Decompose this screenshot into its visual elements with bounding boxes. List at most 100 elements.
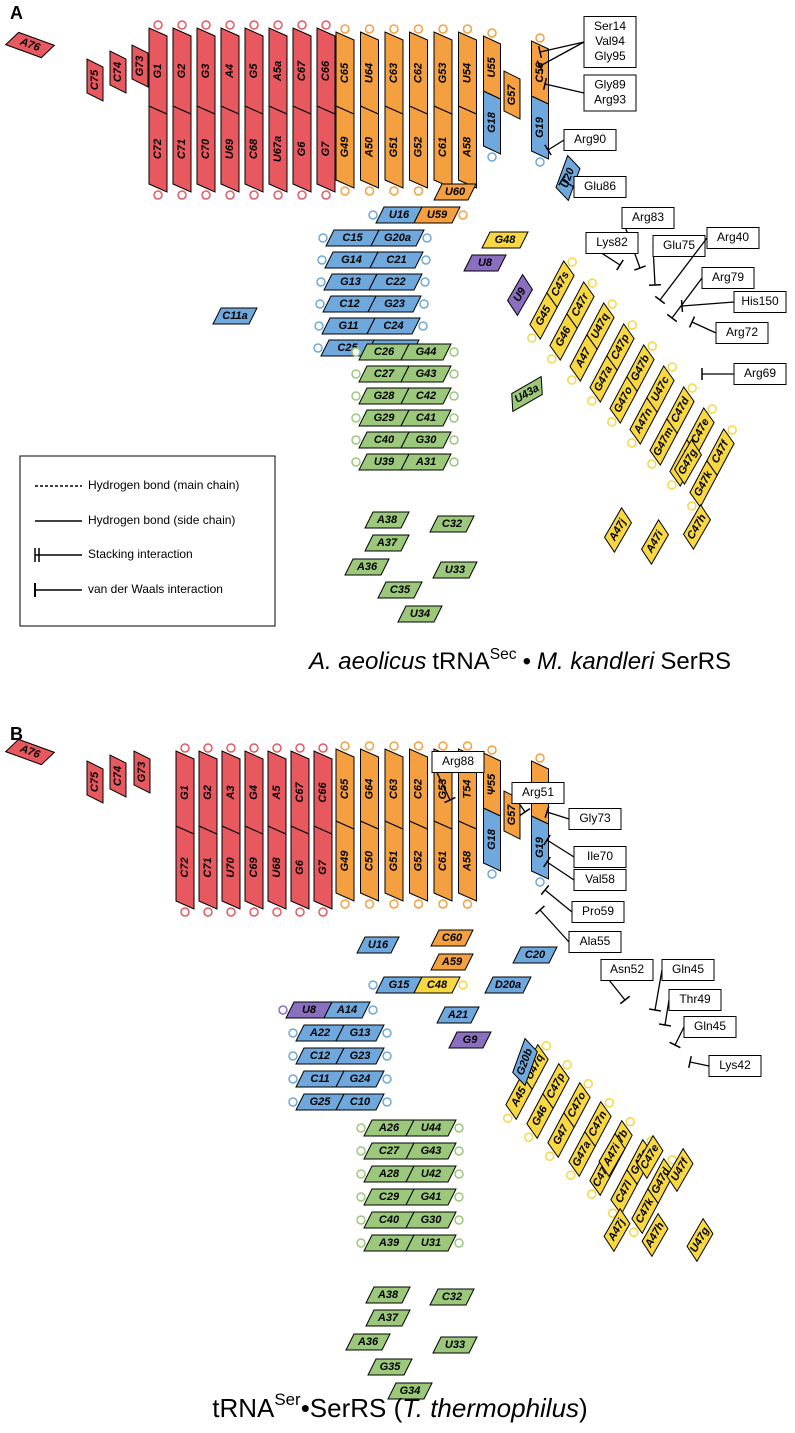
base-pair: U69 A4 — [220, 20, 240, 200]
nucleotide-label: G53 — [437, 779, 449, 800]
base-pair: C12 G23 — [288, 1047, 392, 1065]
nucleotide — [384, 748, 404, 830]
base-pair: C11 G24 — [288, 1070, 392, 1088]
phosphate — [295, 743, 305, 753]
residue-box — [661, 959, 715, 981]
base-pair: A58 U54 — [458, 24, 477, 196]
nucleotide-label: C24 — [383, 320, 403, 332]
interaction-line — [546, 811, 570, 820]
base-pair: G6 C67 — [292, 20, 312, 200]
nucleotide: U33 — [432, 1336, 478, 1354]
nucleotide-shape — [365, 1309, 411, 1327]
nucleotide — [405, 1188, 457, 1206]
phosphate — [462, 24, 473, 34]
nucleotide-label: A50 — [363, 136, 375, 158]
phosphate — [541, 1041, 551, 1051]
residue-label: Ile70 — [587, 849, 613, 863]
base-pair: C15 G20a — [318, 229, 432, 247]
nucleotide-shape — [86, 58, 104, 102]
nucleotide — [405, 1142, 457, 1160]
nucleotide-label: G49 — [339, 136, 351, 158]
panel-label: B — [10, 724, 23, 744]
phosphate — [458, 210, 468, 220]
nucleotide-label: A28 — [378, 1168, 400, 1180]
nucleotide — [563, 1081, 591, 1129]
phosphate — [527, 333, 537, 343]
caption: A. aeolicus tRNASec • M. kandleri SerRS — [307, 646, 731, 676]
nucleotide — [400, 453, 452, 471]
nucleotide — [268, 27, 288, 115]
nucleotide — [542, 1062, 570, 1110]
nucleotide-label: C68 — [248, 138, 260, 159]
nucleotide — [335, 748, 355, 830]
nucleotide-label: A14 — [336, 1004, 357, 1016]
base-pair: C29 G41 — [356, 1188, 464, 1206]
base-pair: A39 U31 — [356, 1234, 464, 1252]
nucleotide-label: U67a — [272, 136, 284, 162]
phosphate — [567, 375, 577, 385]
nucleotide — [384, 31, 404, 115]
nucleotide — [586, 301, 615, 351]
nucleotide: A76 — [4, 31, 56, 59]
residue-label: Arg51 — [522, 785, 554, 799]
base-pair: A58 T54 — [458, 741, 477, 909]
residue-label: Lys82 — [596, 235, 628, 249]
interaction-end — [616, 259, 624, 271]
phosphate — [317, 255, 327, 265]
caption-part: •SerRS ( — [301, 1393, 403, 1423]
phosphate — [273, 20, 283, 30]
nucleotide: U34 — [397, 605, 443, 623]
nucleotide — [175, 750, 195, 835]
phosphate — [487, 28, 497, 38]
base-pair: G6 C67 — [290, 743, 310, 917]
base-pair: G14 C21 — [317, 251, 431, 269]
nucleotide-label: C32 — [442, 518, 462, 530]
nucleotide-label: G57 — [506, 84, 518, 106]
phosphate — [364, 186, 375, 196]
nucleotide: C47h — [682, 503, 712, 551]
nucleotide: A47j — [603, 1207, 631, 1253]
base-pair: U39 A31 — [351, 453, 459, 471]
caption-part: M. kandleri — [537, 648, 655, 675]
nucleotide: A21 — [436, 1006, 480, 1024]
nucleotide-shape — [436, 1006, 480, 1024]
base-pair: U8 A14 — [278, 1001, 378, 1019]
nucleotide-label: C15 — [342, 232, 363, 244]
residue-label: Arg93 — [594, 93, 626, 107]
phosphate — [420, 277, 430, 287]
phosphate — [321, 190, 331, 200]
nucleotide: C32 — [429, 515, 475, 533]
residue-label: Gly73 — [579, 811, 611, 825]
interaction-end — [540, 884, 550, 896]
phosphate — [438, 741, 448, 751]
interaction-end — [666, 313, 678, 323]
residue-box — [600, 959, 654, 981]
base-pair: A26 U44 — [356, 1119, 464, 1137]
nucleotide-label: C12 — [310, 1050, 330, 1062]
nucleotide-label: C21 — [386, 254, 406, 266]
nucleotide: C74 — [109, 754, 127, 798]
nucleotide-label: G44 — [416, 346, 437, 358]
residue-label: Arg88 — [442, 754, 474, 768]
nucleotide-label: A38 — [376, 514, 398, 526]
nucleotide — [413, 976, 461, 994]
phosphate — [288, 1074, 298, 1084]
nucleotide-label: G41 — [421, 1191, 442, 1203]
residue-box — [701, 267, 755, 289]
base-pair: U16 U59 — [368, 206, 468, 224]
nucleotide-label: C12 — [339, 298, 359, 310]
nucleotide-label: G51 — [388, 137, 400, 158]
phosphate — [364, 741, 375, 751]
nucleotide-label: G13 — [340, 276, 361, 288]
nucleotide-shape — [682, 503, 712, 551]
nucleotide-shape — [430, 929, 474, 947]
nucleotide-label: U60 — [445, 186, 466, 198]
phosphate — [604, 1098, 614, 1108]
base-pair: G49 C65 — [335, 24, 355, 196]
nucleotide-shape — [636, 1134, 664, 1180]
nucleotide-label: G43 — [421, 1145, 442, 1157]
nucleotide: C75 — [86, 760, 104, 804]
phosphate — [340, 186, 350, 196]
residue-label: Ala55 — [580, 934, 611, 948]
